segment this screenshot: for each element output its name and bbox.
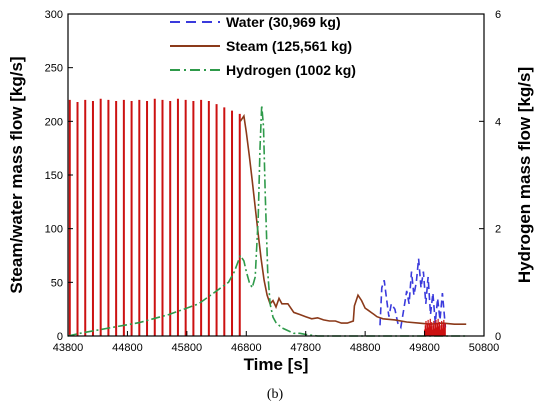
- plot-lines-layer: [67, 98, 467, 337]
- y2-axis-title: Hydrogen mass flow [kg/s]: [515, 67, 534, 283]
- figure-caption: (b): [267, 387, 284, 402]
- x-axis-title: Time [s]: [244, 355, 309, 374]
- y-tick-label-2: 100: [45, 224, 63, 236]
- legend-item-steam: Steam (125,561 kg): [226, 38, 352, 54]
- series-line-water: [379, 258, 447, 330]
- y-tick-label-6: 300: [45, 9, 63, 21]
- y-tick-label-0: 0: [57, 331, 63, 343]
- x-tick-label-0: 43800: [53, 342, 84, 354]
- y2-tick-label-0: 0: [495, 331, 501, 343]
- y-tick-label-1: 50: [51, 277, 63, 289]
- y-axis-title: Steam/water mass flow [kg/s]: [7, 56, 26, 293]
- y2-tick-label-2: 4: [495, 116, 501, 128]
- series-line-steam: [239, 113, 467, 326]
- y-tick-label-5: 250: [45, 63, 63, 75]
- bottom-axis: 43800 44800 45800 46800 47800 48800 49800 50800: [53, 331, 500, 354]
- x-tick-label-6: 49800: [409, 342, 440, 354]
- x-tick-label-5: 48800: [350, 342, 381, 354]
- right-axis: 0 2 4 6: [479, 9, 501, 343]
- y2-tick-label-1: 2: [495, 224, 501, 236]
- x-tick-label-1: 44800: [112, 342, 143, 354]
- y2-tick-label-3: 6: [495, 9, 501, 21]
- y-tick-label-3: 150: [45, 170, 63, 182]
- x-tick-label-3: 46800: [231, 342, 262, 354]
- series-line-hydrogen: [67, 105, 467, 337]
- left-axis: 0 50 100 150 200 250 300: [45, 9, 73, 343]
- x-tick-label-4: 47800: [290, 342, 321, 354]
- x-tick-label-2: 45800: [172, 342, 203, 354]
- x-tick-label-7: 50800: [469, 342, 500, 354]
- y-tick-label-4: 200: [45, 116, 63, 128]
- legend: Water (30,969 kg) Steam (125,561 kg) Hyd…: [170, 14, 356, 78]
- legend-item-water: Water (30,969 kg): [226, 14, 341, 30]
- legend-item-hydrogen: Hydrogen (1002 kg): [226, 62, 356, 78]
